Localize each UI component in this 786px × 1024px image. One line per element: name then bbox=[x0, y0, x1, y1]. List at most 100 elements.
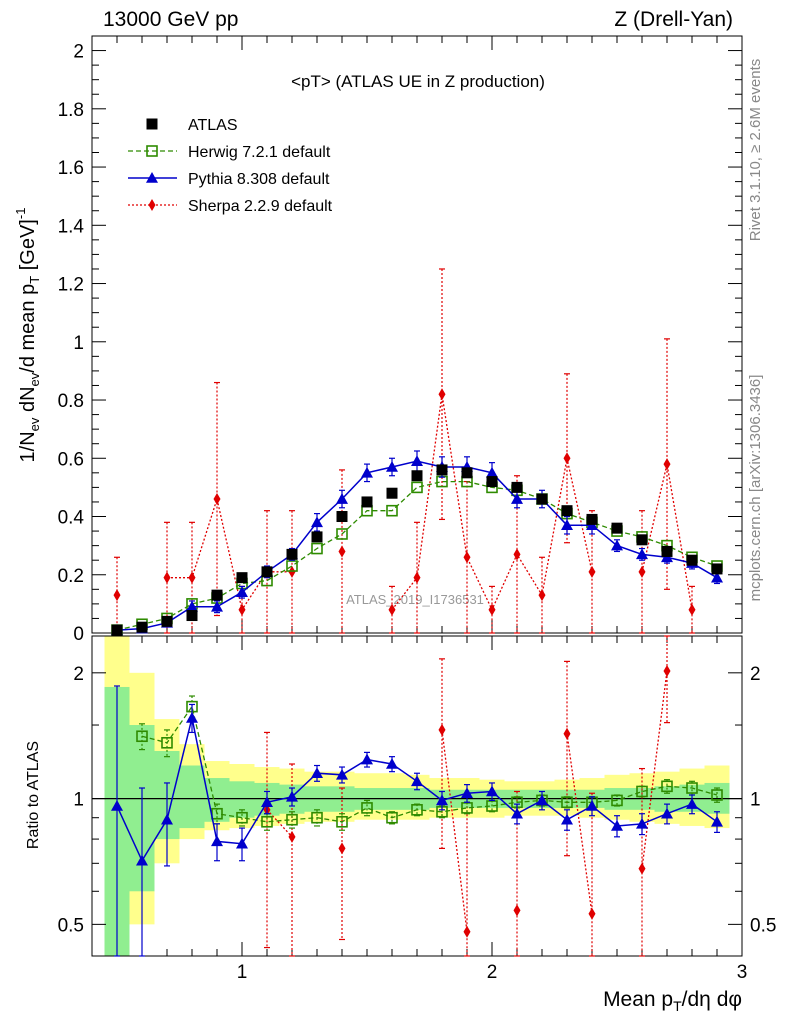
atlas-point bbox=[636, 534, 648, 546]
atlas-point bbox=[236, 572, 248, 584]
sherpa-line bbox=[391, 394, 593, 612]
header-right: Z (Drell-Yan) bbox=[614, 8, 733, 31]
rivet-label: Rivet 3.1.10, ≥ 2.6M events bbox=[747, 59, 764, 242]
herwig-point bbox=[411, 804, 423, 816]
herwig-point bbox=[386, 811, 398, 824]
sherpa-point bbox=[438, 388, 446, 401]
herwig-point bbox=[336, 528, 348, 540]
atlas-point bbox=[611, 522, 623, 534]
sherpa-point bbox=[438, 723, 446, 736]
herwig-point bbox=[561, 796, 573, 809]
legend-label-atlas: ATLAS bbox=[188, 117, 238, 134]
x-tick-label: 2 bbox=[487, 962, 498, 983]
pythia-point bbox=[636, 548, 648, 560]
sherpa-point bbox=[338, 842, 346, 855]
y-tick-label: 0 bbox=[73, 624, 84, 645]
herwig-point bbox=[146, 145, 158, 157]
atlas-point bbox=[411, 470, 423, 482]
pythia-point bbox=[311, 767, 323, 779]
sherpa-point bbox=[588, 907, 596, 920]
pythia-point bbox=[211, 600, 223, 612]
y-tick-label: 1.4 bbox=[58, 216, 85, 237]
atlas-point bbox=[186, 610, 198, 622]
atlas-point bbox=[261, 566, 273, 578]
main-y-axis-label: 1/Nev dNev/d mean pT [GeV]-1 bbox=[13, 208, 42, 463]
herwig-point bbox=[161, 737, 173, 749]
sherpa-point bbox=[413, 571, 421, 584]
sherpa-line bbox=[641, 670, 668, 869]
pythia-point bbox=[536, 794, 548, 806]
herwig-point bbox=[611, 794, 623, 807]
sherpa-point bbox=[513, 548, 521, 561]
x-tick-label: 1 bbox=[237, 962, 248, 983]
pythia-point bbox=[611, 819, 623, 831]
main-panel: 0 0.2 0.4 0.6 0.8 1 1.2 1.4 1.6 1.8 2 ATLAS Herwig 7… bbox=[58, 35, 743, 645]
herwig-point bbox=[411, 481, 423, 494]
x-axis-label: Mean pT/dη dφ bbox=[603, 988, 742, 1014]
legend-label-sherpa: Sherpa 2.2.9 default bbox=[188, 198, 333, 215]
atlas-point bbox=[211, 589, 223, 601]
y-tick-label: 0.4 bbox=[58, 508, 85, 529]
atlas-point bbox=[336, 511, 348, 523]
atlas-point bbox=[686, 554, 698, 566]
sherpa-point bbox=[163, 571, 171, 584]
pythia-point bbox=[136, 854, 148, 866]
pythia-point bbox=[111, 800, 123, 811]
herwig-point bbox=[286, 813, 298, 826]
pythia-point bbox=[486, 466, 498, 478]
atlas-point bbox=[311, 531, 323, 543]
herwig-point bbox=[636, 785, 648, 798]
atlas-point bbox=[161, 615, 173, 627]
y-tick-label: 1.2 bbox=[58, 275, 84, 296]
y-tick-label: 0.5 bbox=[58, 915, 84, 936]
herwig-point bbox=[311, 542, 323, 555]
atlas-point bbox=[286, 548, 298, 560]
sherpa-point bbox=[638, 565, 646, 578]
sherpa-point bbox=[663, 665, 671, 678]
y-tick-label-right: 1 bbox=[750, 790, 761, 811]
pythia-point bbox=[711, 815, 723, 827]
pythia-point bbox=[686, 798, 698, 809]
herwig-point bbox=[386, 504, 398, 517]
atlas-point bbox=[711, 563, 723, 575]
pythia-point bbox=[711, 571, 723, 583]
pythia-point bbox=[636, 817, 648, 829]
y-tick-label: 1 bbox=[73, 333, 84, 354]
sherpa-point bbox=[563, 452, 571, 465]
herwig-point bbox=[236, 811, 248, 824]
y-tick-label: 1.8 bbox=[58, 100, 84, 121]
chart-title: <pT> (ATLAS UE in Z production) bbox=[291, 72, 545, 91]
sherpa-point bbox=[538, 589, 546, 602]
sherpa-line bbox=[441, 729, 468, 932]
pythia-point bbox=[561, 519, 573, 531]
pythia-point bbox=[661, 807, 673, 819]
pythia-point bbox=[511, 493, 523, 504]
sherpa-point bbox=[513, 904, 521, 917]
herwig-point bbox=[461, 802, 473, 814]
x-tick-label: 3 bbox=[737, 962, 748, 983]
pythia-point bbox=[511, 807, 523, 819]
herwig-line bbox=[141, 705, 718, 823]
pythia-point bbox=[286, 790, 298, 802]
y-tick-label: 0.8 bbox=[58, 391, 84, 412]
atlas-point bbox=[111, 624, 123, 636]
atlas-point bbox=[146, 118, 158, 130]
sherpa-point bbox=[113, 589, 121, 602]
pythia-point bbox=[211, 835, 223, 847]
pythia-point bbox=[311, 516, 323, 528]
pythia-point bbox=[361, 753, 373, 765]
atlas-point bbox=[561, 505, 573, 517]
atlas-point bbox=[486, 476, 498, 488]
herwig-point bbox=[136, 730, 148, 743]
herwig-point bbox=[711, 789, 723, 801]
pythia-point bbox=[461, 787, 473, 799]
pythia-point bbox=[186, 711, 198, 723]
uncertainty-band-inner bbox=[179, 765, 205, 829]
sherpa-point bbox=[188, 571, 196, 584]
sherpa-point bbox=[638, 862, 646, 875]
atlas-point bbox=[661, 545, 673, 557]
sherpa-line bbox=[167, 496, 292, 612]
atlas-point bbox=[361, 496, 373, 508]
y-tick-label-right: 0.5 bbox=[750, 915, 776, 936]
y-tick-label: 1.6 bbox=[58, 158, 84, 179]
